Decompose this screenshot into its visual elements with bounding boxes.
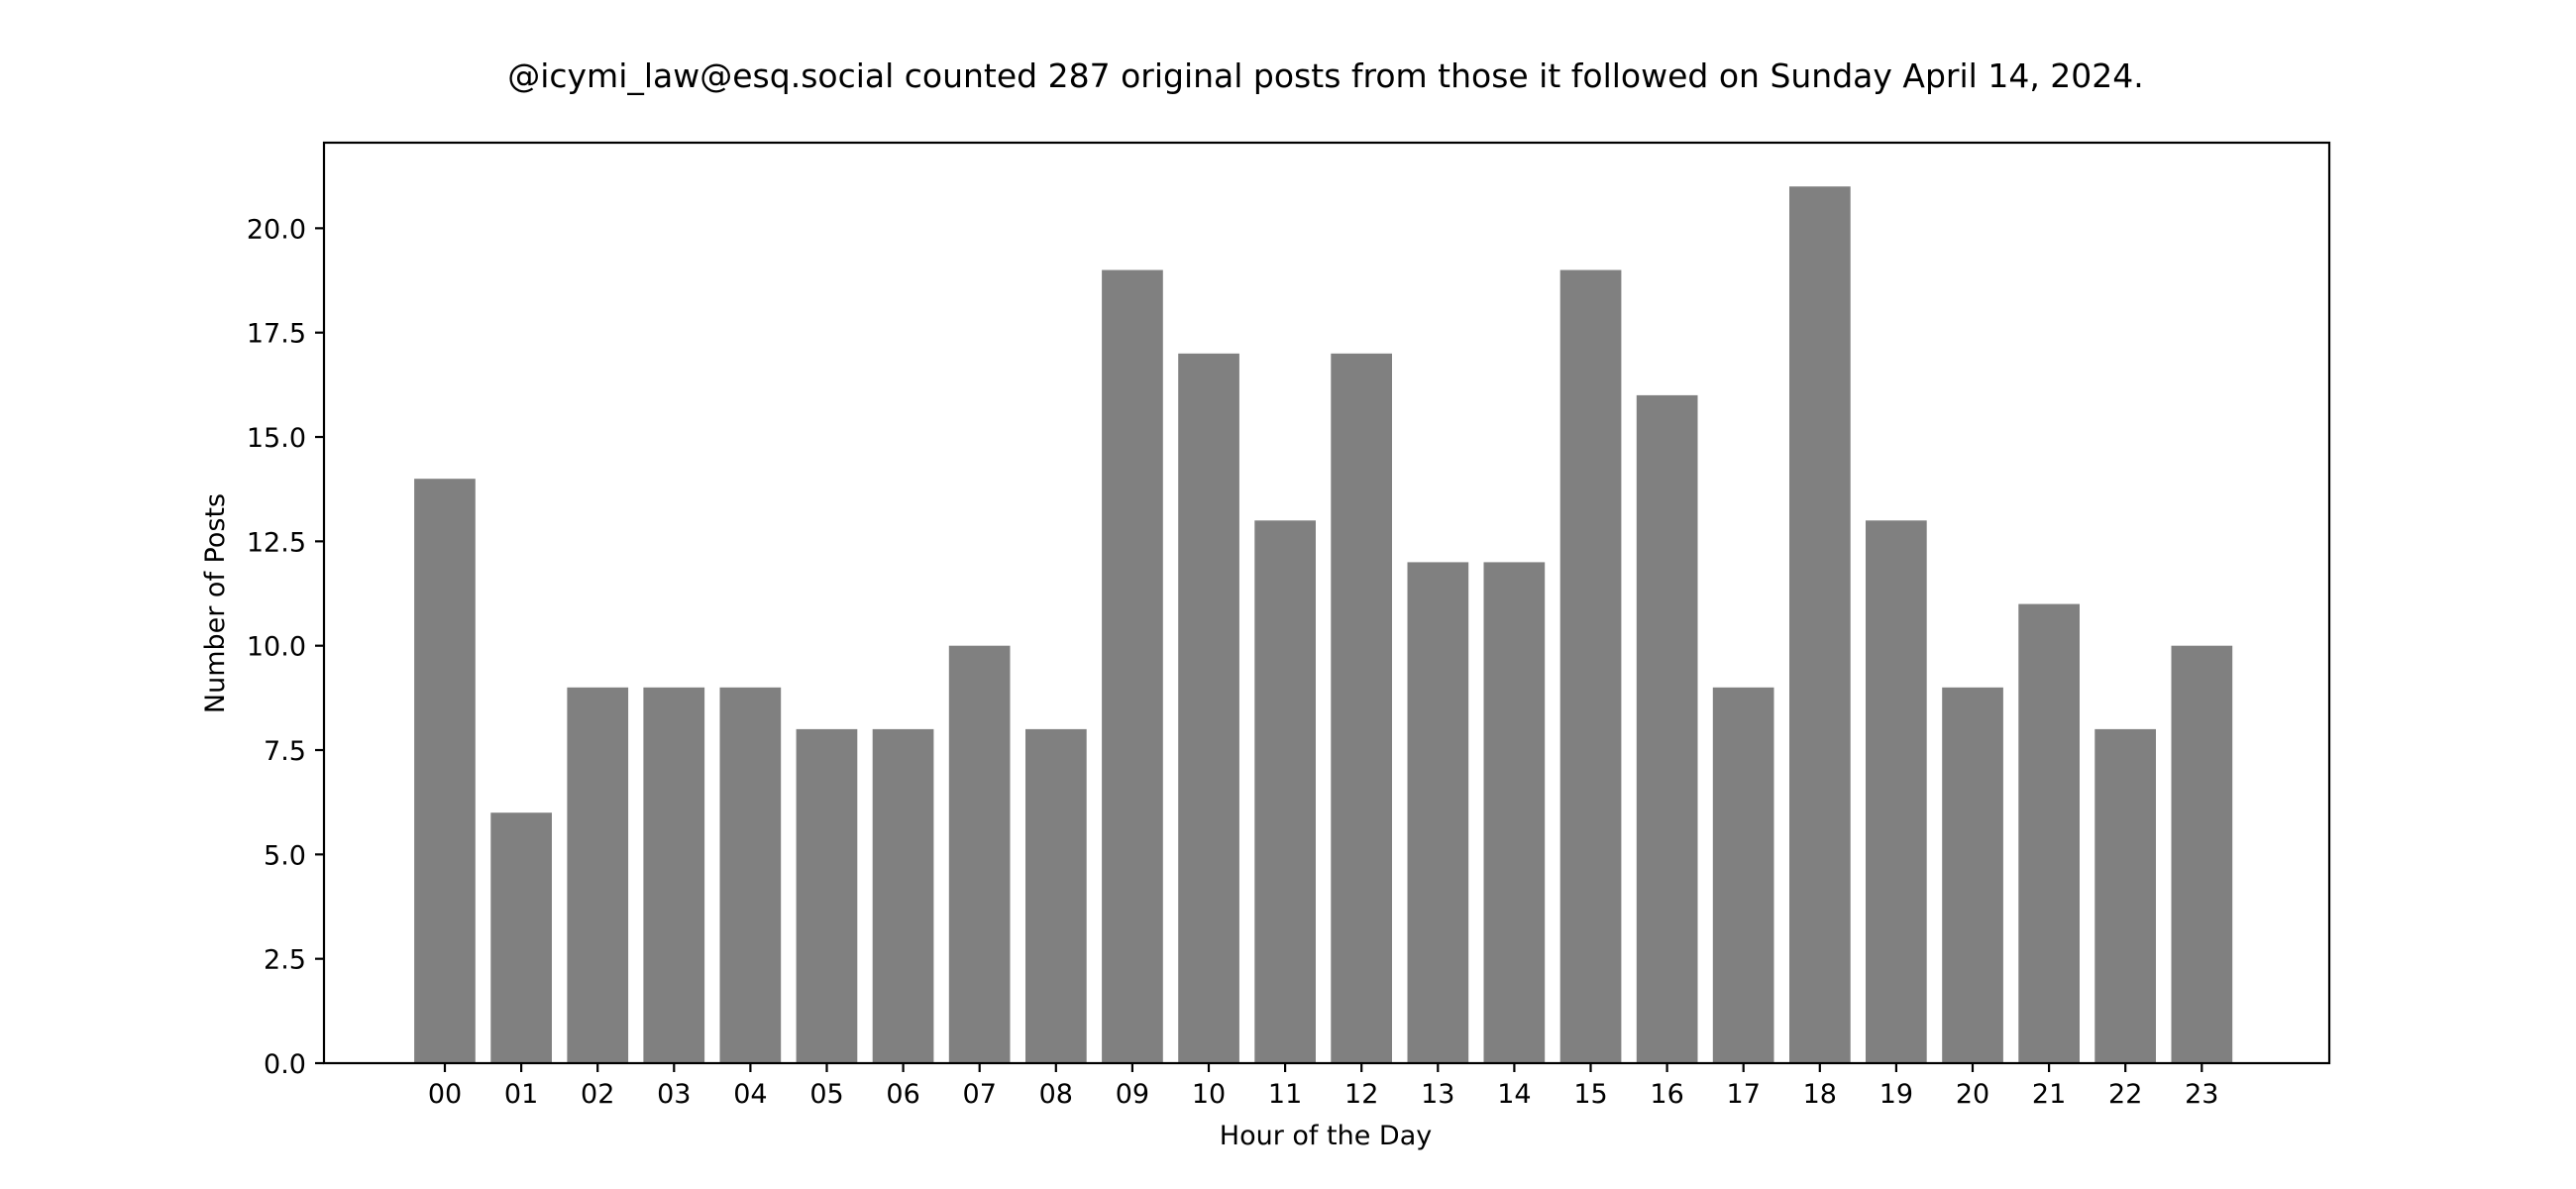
x-tick-label: 16: [1650, 1079, 1683, 1110]
y-tick-label: 5.0: [264, 840, 306, 871]
y-tick-label: 12.5: [247, 527, 306, 558]
bar-04: [719, 687, 782, 1063]
bar-18: [1789, 186, 1851, 1063]
bar-13: [1407, 562, 1469, 1063]
y-axis-label: Number of Posts: [200, 493, 231, 713]
bar-02: [567, 687, 629, 1063]
x-tick-label: 10: [1192, 1079, 1226, 1110]
bar-07: [948, 645, 1011, 1063]
x-tick-label: 22: [2108, 1079, 2142, 1110]
bar-17: [1712, 687, 1774, 1063]
bar-20: [1942, 687, 2003, 1063]
y-tick-label: 7.5: [264, 736, 306, 767]
bar-22: [2094, 728, 2156, 1063]
x-tick-label: 20: [1956, 1079, 1989, 1110]
x-axis-label: Hour of the Day: [1220, 1121, 1432, 1151]
y-tick-label: 17.5: [247, 319, 306, 350]
x-tick-label: 11: [1268, 1079, 1302, 1110]
bar-21: [2018, 603, 2080, 1063]
x-tick-label: 14: [1497, 1079, 1531, 1110]
bars-group: [414, 186, 2233, 1063]
bar-01: [490, 812, 552, 1063]
y-tick-label: 15.0: [247, 423, 306, 454]
x-tick-label: 19: [1879, 1079, 1913, 1110]
x-tick-label: 21: [2032, 1079, 2066, 1110]
x-tick-label: 17: [1727, 1079, 1761, 1110]
x-tick-label: 06: [886, 1079, 919, 1110]
x-tick-label: 13: [1421, 1079, 1454, 1110]
x-tick-label: 02: [581, 1079, 614, 1110]
y-tick-label: 0.0: [264, 1049, 306, 1080]
y-tick-label: 10.0: [247, 632, 306, 663]
bar-12: [1331, 353, 1392, 1063]
y-axis: 0.0 2.5 5.0 7.5 10.0 12.5 15.0 17.5 20.0: [247, 214, 324, 1080]
y-tick-label: 2.5: [264, 945, 306, 976]
plot-frame: [322, 141, 2331, 1065]
y-tick-label: 20.0: [247, 214, 306, 245]
x-tick-label: 23: [2185, 1079, 2218, 1110]
bar-00: [414, 479, 476, 1063]
chart-title: @icymi_law@esq.social counted 287 origin…: [507, 56, 2144, 95]
bar-19: [1866, 520, 1927, 1063]
bar-15: [1559, 270, 1622, 1063]
x-tick-label: 04: [733, 1079, 767, 1110]
x-tick-label: 09: [1116, 1079, 1149, 1110]
x-axis: 00 01 02 03 04 05 06 07 08 09 10 11 12 13 14 15 16 17 18 19…: [428, 1063, 2218, 1110]
bar-10: [1178, 353, 1239, 1063]
x-tick-label: 15: [1573, 1079, 1607, 1110]
bar-06: [872, 728, 934, 1063]
bar-14: [1483, 562, 1546, 1063]
x-tick-label: 07: [963, 1079, 997, 1110]
bar-03: [643, 687, 705, 1063]
bar-05: [796, 728, 858, 1063]
x-tick-label: 00: [428, 1079, 462, 1110]
x-tick-label: 08: [1039, 1079, 1073, 1110]
bar-11: [1254, 520, 1316, 1063]
bar-23: [2171, 645, 2233, 1063]
x-tick-label: 18: [1803, 1079, 1837, 1110]
bar-08: [1025, 728, 1087, 1063]
x-tick-label: 05: [809, 1079, 843, 1110]
x-tick-label: 03: [657, 1079, 691, 1110]
bar-09: [1102, 270, 1163, 1063]
x-tick-label: 12: [1344, 1079, 1378, 1110]
bar-16: [1636, 394, 1698, 1063]
x-tick-label: 01: [504, 1079, 538, 1110]
